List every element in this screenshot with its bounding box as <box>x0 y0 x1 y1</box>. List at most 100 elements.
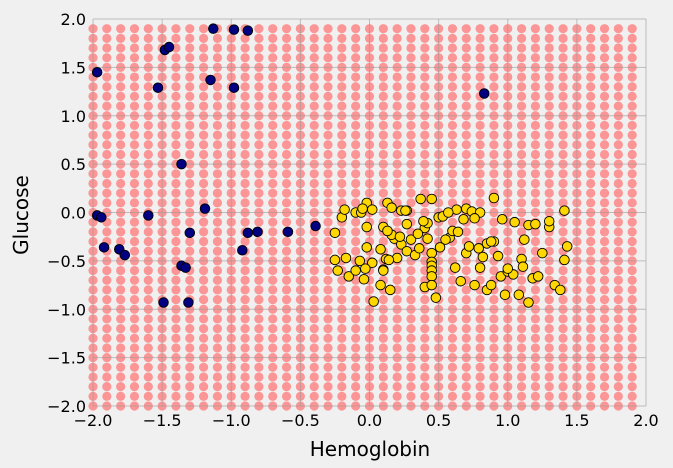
region-grid-point <box>268 227 278 237</box>
region-grid-point <box>461 343 471 353</box>
region-grid-point <box>171 333 181 343</box>
region-grid-point <box>627 236 637 247</box>
data-point-gold <box>361 221 372 233</box>
data-point-navy <box>180 262 191 273</box>
region-grid-point <box>613 24 623 34</box>
region-grid-point <box>530 101 541 111</box>
region-grid-point <box>489 372 499 382</box>
region-grid-point <box>102 120 112 131</box>
region-grid-point <box>475 149 485 160</box>
region-grid-point <box>351 140 361 150</box>
region-grid-point <box>516 391 527 401</box>
region-grid-point <box>268 217 278 227</box>
region-grid-point <box>475 24 485 34</box>
region-grid-point <box>268 82 278 92</box>
region-grid-point <box>613 140 623 150</box>
region-grid-point <box>599 362 610 372</box>
region-grid-point <box>406 314 416 324</box>
data-point-gold <box>555 284 566 296</box>
region-grid-point <box>586 236 596 247</box>
region-grid-point <box>530 285 541 295</box>
region-grid-point <box>627 53 637 63</box>
region-grid-point <box>212 188 223 198</box>
data-point-navy <box>237 244 248 256</box>
region-grid-point <box>323 246 333 256</box>
region-grid-point <box>613 188 623 198</box>
region-grid-point <box>461 324 471 334</box>
region-grid-point <box>516 72 527 82</box>
region-grid-point <box>530 33 541 43</box>
region-grid-point <box>309 275 319 285</box>
region-grid-point <box>185 324 195 334</box>
region-grid-point <box>116 24 126 34</box>
data-point-gold <box>559 254 570 266</box>
data-point-gold <box>473 243 484 254</box>
region-grid-point <box>516 33 527 43</box>
region-grid-point <box>406 294 416 305</box>
region-grid-point <box>378 169 388 179</box>
region-grid-point <box>337 82 347 92</box>
region-grid-point <box>392 140 402 150</box>
region-grid-point <box>392 72 402 82</box>
region-grid-point <box>116 72 126 82</box>
region-grid-point <box>309 372 319 382</box>
region-grid-point <box>268 236 278 247</box>
region-grid-point <box>323 362 333 372</box>
region-grid-point <box>337 362 347 372</box>
region-grid-point <box>406 198 416 208</box>
region-grid-point <box>530 198 541 208</box>
region-grid-point <box>530 227 541 237</box>
region-grid-point <box>586 391 596 401</box>
region-grid-point <box>613 227 623 237</box>
region-grid-point <box>406 275 416 285</box>
region-grid-point <box>406 130 416 140</box>
region-grid-point <box>281 169 292 179</box>
region-grid-point <box>489 120 499 131</box>
region-grid-point <box>116 265 126 276</box>
region-grid-point <box>586 372 596 382</box>
region-grid-point <box>406 265 416 276</box>
region-grid-point <box>530 91 541 101</box>
region-grid-point <box>323 236 333 247</box>
region-grid-point <box>116 91 126 101</box>
region-grid-point <box>627 24 637 34</box>
region-grid-point <box>254 169 264 179</box>
region-grid-point <box>129 198 140 208</box>
region-grid-point <box>489 149 499 160</box>
region-grid-point <box>544 101 554 111</box>
region-grid-point <box>185 33 195 43</box>
region-grid-point <box>116 130 126 140</box>
data-point-gold <box>530 218 541 230</box>
region-grid-point <box>530 130 541 140</box>
region-grid-point <box>558 343 568 353</box>
region-grid-point <box>586 33 596 43</box>
region-grid-point <box>240 285 250 295</box>
region-grid-point <box>351 246 361 256</box>
region-grid-point <box>558 24 568 34</box>
region-grid-point <box>143 314 153 324</box>
region-grid-point <box>129 362 140 372</box>
region-grid-point <box>254 285 264 295</box>
region-grid-point <box>461 33 471 43</box>
region-grid-point <box>351 53 361 63</box>
region-grid-point <box>613 343 623 353</box>
region-grid-point <box>171 198 181 208</box>
region-grid-point <box>351 236 361 247</box>
data-point-gold <box>357 203 368 214</box>
region-grid-point <box>489 217 499 227</box>
data-point-navy <box>282 226 294 238</box>
region-grid-point <box>185 372 195 382</box>
region-grid-point <box>627 285 637 295</box>
region-grid-point <box>309 72 319 82</box>
region-grid-point <box>461 285 471 295</box>
region-grid-point <box>143 43 153 53</box>
region-grid-point <box>116 372 126 382</box>
region-grid-point <box>102 72 112 82</box>
region-grid-point <box>240 43 250 53</box>
data-point-navy <box>91 66 103 78</box>
region-grid-point <box>475 294 485 305</box>
region-grid-point <box>558 362 568 372</box>
region-grid-point <box>254 91 264 101</box>
region-grid-point <box>627 217 637 227</box>
region-grid-point <box>116 169 126 179</box>
